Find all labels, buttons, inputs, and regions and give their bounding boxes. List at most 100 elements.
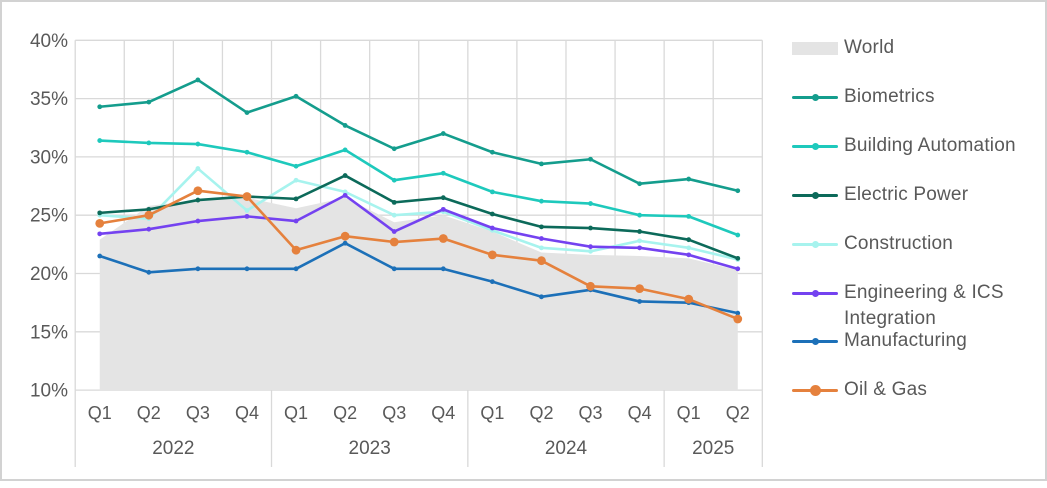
legend-item-oil-gas[interactable]: Oil & Gas <box>792 377 1044 405</box>
engineering-ics-integration-marker <box>440 206 446 212</box>
building-automation-marker <box>686 213 692 219</box>
legend-item-biometrics[interactable]: Biometrics <box>792 84 1044 112</box>
building-automation-marker <box>342 147 348 153</box>
x-quarter-label: Q2 <box>333 403 357 423</box>
oil-gas-line-swatch <box>792 377 838 403</box>
biometrics-line <box>98 78 740 193</box>
electric-power-marker <box>391 199 397 205</box>
electric-power-marker <box>342 173 348 178</box>
construction-marker <box>637 238 643 244</box>
legend-item-electric-power[interactable]: Electric Power <box>792 182 1044 210</box>
building-automation-marker <box>97 138 103 143</box>
construction-marker <box>342 189 348 195</box>
x-quarter-label: Q4 <box>235 403 259 423</box>
manufacturing-marker <box>391 266 397 272</box>
electric-power-marker <box>97 210 103 216</box>
manufacturing-marker <box>735 310 741 316</box>
engineering-ics-integration-marker <box>195 218 201 224</box>
biometrics-marker <box>440 131 446 136</box>
oil-gas-marker <box>537 256 546 266</box>
construction-line <box>98 167 740 261</box>
legend-item-manufacturing[interactable]: Manufacturing <box>792 328 1044 356</box>
manufacturing-marker <box>97 253 103 259</box>
manufacturing-marker <box>195 266 201 272</box>
building-automation-marker <box>440 170 446 176</box>
biometrics-marker <box>735 188 741 194</box>
x-quarter-label: Q1 <box>480 403 504 423</box>
building-automation-marker <box>293 163 299 169</box>
y-tick-label: 40% <box>30 31 68 52</box>
construction-line-swatch <box>792 231 838 257</box>
construction-marker <box>539 245 544 251</box>
biometrics-marker <box>539 161 544 167</box>
manufacturing-line <box>98 241 740 315</box>
legend-item-construction[interactable]: Construction <box>792 231 1044 259</box>
manufacturing-marker <box>637 299 643 304</box>
construction-marker <box>391 212 397 218</box>
y-tick-label: 25% <box>30 206 68 227</box>
biometrics-marker <box>637 181 643 187</box>
engineering-ics-integration-marker <box>735 266 741 272</box>
construction-marker <box>293 177 299 183</box>
engineering-ics-integration-marker <box>146 226 152 232</box>
legend-item-building-automation[interactable]: Building Automation <box>792 133 1044 161</box>
engineering-ics-integration-marker <box>293 218 299 224</box>
oil-gas-marker <box>291 245 301 255</box>
oil-gas-marker <box>438 234 448 243</box>
electric-power-line-swatch <box>792 182 838 208</box>
legend-label: Biometrics <box>844 86 935 107</box>
y-tick-label: 35% <box>30 89 68 110</box>
engineering-ics-integration-marker <box>244 213 250 219</box>
legend-item-world[interactable]: World <box>792 35 1044 63</box>
engineering-ics-integration-marker <box>686 252 692 258</box>
oil-gas-marker <box>340 231 350 241</box>
manufacturing-line-swatch <box>792 328 838 354</box>
legend-item-engineering-ics-integration[interactable]: Engineering & ICS Integration <box>792 280 1044 332</box>
y-tick-label: 20% <box>30 264 68 285</box>
construction-marker <box>686 245 692 251</box>
building-automation-line <box>98 139 740 237</box>
x-quarter-label: Q4 <box>431 403 455 423</box>
world-area <box>99 197 738 391</box>
electric-power-marker <box>293 196 299 202</box>
electric-power-line <box>98 174 740 260</box>
construction-marker <box>195 166 201 171</box>
biometrics-marker <box>391 146 397 152</box>
oil-gas-marker <box>95 218 105 228</box>
biometrics-marker <box>686 176 692 182</box>
engineering-line-swatch <box>792 280 838 306</box>
electric-power-marker <box>195 197 201 203</box>
electric-power-marker <box>735 255 741 261</box>
oil-gas-marker <box>684 294 694 304</box>
x-year-label: 2022 <box>152 438 194 459</box>
electric-power-marker <box>588 225 593 231</box>
building-automation-marker <box>489 189 495 195</box>
building-automation-marker <box>244 149 250 155</box>
legend-label: Manufacturing <box>844 330 968 351</box>
y-tick-label: 10% <box>30 381 68 402</box>
oil-gas-marker <box>193 186 203 196</box>
biometrics-marker <box>342 123 348 128</box>
legend-label: Construction <box>844 233 954 254</box>
biometrics-marker <box>244 110 250 115</box>
legend-label: Oil & Gas <box>844 379 928 400</box>
building-automation-line-swatch <box>792 133 838 159</box>
oil-gas-marker <box>635 284 645 294</box>
oil-gas-marker <box>487 250 497 260</box>
engineering-ics-integration-marker <box>637 245 643 251</box>
legend-label: World <box>844 37 895 58</box>
engineering-ics-integration-marker <box>489 225 495 231</box>
biometrics-marker <box>489 149 495 155</box>
biometrics-marker <box>588 156 593 162</box>
electric-power-marker <box>440 195 446 201</box>
x-quarter-label: Q3 <box>382 403 406 423</box>
biometrics-marker <box>195 77 201 83</box>
engineering-ics-integration-marker <box>588 244 593 250</box>
oil-gas-marker <box>389 237 399 247</box>
manufacturing-marker <box>146 269 152 275</box>
chart-legend: World Biometrics Building Automation Ele… <box>792 35 1044 426</box>
legend-label: Electric Power <box>844 184 969 205</box>
x-quarter-label: Q1 <box>88 403 112 423</box>
building-automation-marker <box>588 201 593 206</box>
